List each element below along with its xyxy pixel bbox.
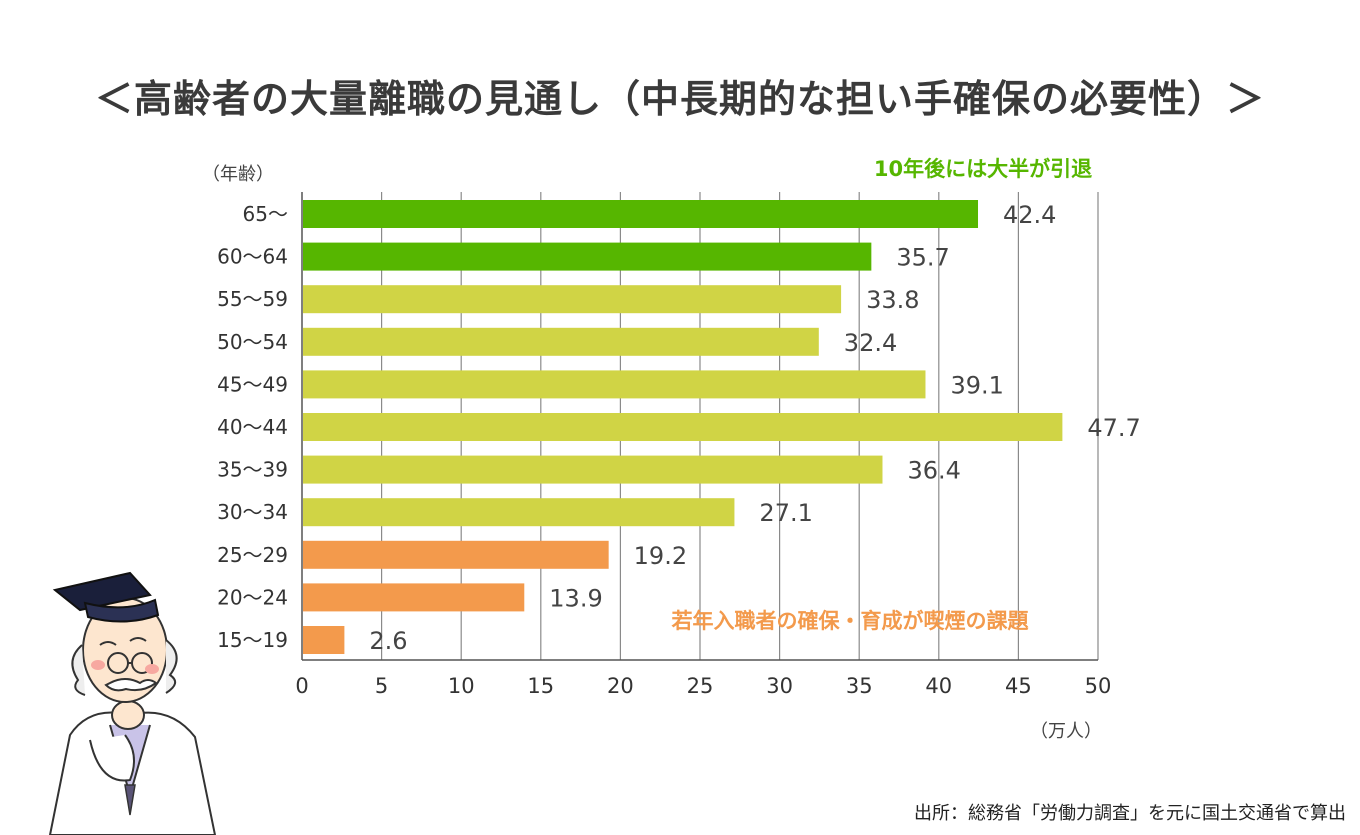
category-label: 60～64 (217, 245, 288, 269)
category-label: 50～54 (217, 330, 288, 354)
bar (303, 242, 872, 271)
value-label: 36.4 (907, 457, 960, 485)
chart-title: ＜高齢者の大量離職の見通し（中長期的な担い手確保の必要性）＞ (94, 77, 1265, 121)
x-tick-label: 25 (687, 674, 714, 698)
value-label: 42.4 (1003, 201, 1056, 229)
category-label: 65～ (243, 202, 288, 226)
bar (303, 498, 735, 527)
x-tick-label: 40 (925, 674, 952, 698)
bar (303, 285, 842, 314)
value-label: 35.7 (896, 244, 949, 272)
value-label: 19.2 (634, 542, 687, 570)
x-tick-label: 5 (375, 674, 388, 698)
bar (303, 327, 819, 356)
category-label: 15～19 (217, 628, 288, 652)
annotation-label: 10年後には大半が引退 (874, 157, 1092, 181)
x-tick-label: 0 (295, 674, 308, 698)
source-note: 出所：総務省「労働力調査」を元に国土交通省で算出 (914, 803, 1346, 824)
category-label: 30～34 (217, 500, 288, 524)
category-label: 25～29 (217, 543, 288, 567)
x-tick-label: 50 (1085, 674, 1112, 698)
bar (303, 626, 345, 654)
x-tick-label: 15 (527, 674, 554, 698)
professor-icon (48, 571, 217, 835)
value-label: 39.1 (950, 371, 1003, 399)
bar (303, 583, 525, 612)
annotation-label: 若年入職者の確保・育成が喫煙の課題 (671, 609, 1030, 633)
bar (303, 200, 979, 228)
category-label: 45～49 (217, 372, 288, 396)
x-tick-label: 20 (607, 674, 634, 698)
value-label: 47.7 (1087, 414, 1140, 442)
x-tick-label: 35 (846, 674, 873, 698)
bar (303, 370, 926, 399)
x-tick-label: 10 (448, 674, 475, 698)
bar (303, 540, 609, 569)
y-axis-title: （年齢） (202, 164, 274, 185)
value-label: 2.6 (369, 627, 407, 655)
x-tick-label: 45 (1005, 674, 1032, 698)
x-axis-title: （万人） (1030, 721, 1102, 742)
category-label: 35～39 (217, 458, 288, 482)
bar (303, 455, 883, 484)
category-label: 20～24 (217, 585, 288, 609)
axes (301, 192, 1098, 661)
labels: 0 5 10 15 20 25 30 35 40 45 50 （年齢） （万人） 65～ 42.4 60～64… (202, 157, 1141, 742)
value-label: 13.9 (549, 584, 602, 612)
value-label: 33.8 (866, 286, 919, 314)
category-label: 55～59 (217, 287, 288, 311)
bars (303, 200, 1063, 654)
x-tick-label: 30 (766, 674, 793, 698)
bar-chart: 0 5 10 15 20 25 30 35 40 45 50 （年齢） （万人） 65～ 42.4 60～64… (202, 157, 1141, 742)
bar (303, 413, 1063, 441)
category-label: 40～44 (217, 415, 288, 439)
value-label: 32.4 (844, 329, 897, 357)
value-label: 27.1 (759, 499, 812, 527)
